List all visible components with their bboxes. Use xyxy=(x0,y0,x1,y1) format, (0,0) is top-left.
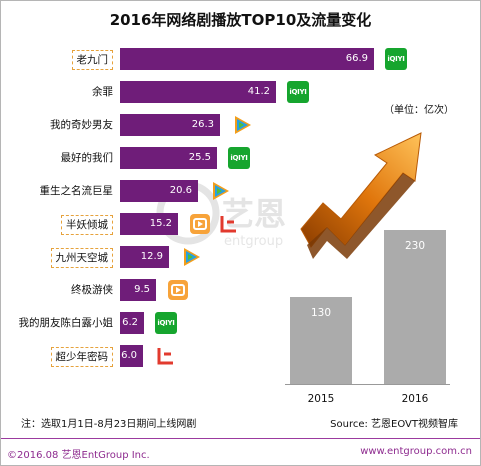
iqiyi-logo-icon: iQIYI xyxy=(228,147,250,169)
bar xyxy=(120,147,217,169)
bar xyxy=(120,246,169,268)
year-bar-value-label: 130 xyxy=(310,307,332,319)
year-bar xyxy=(290,297,352,384)
tencent-video-logo-icon xyxy=(231,114,253,136)
bar-value-label: 25.5 xyxy=(188,152,211,163)
iqiyi-logo-icon: iQIYI xyxy=(155,312,177,334)
category-label: 九州天空城 xyxy=(50,248,113,268)
year-bar-value-label: 230 xyxy=(404,240,426,252)
unit-label: （单位：亿次） xyxy=(384,105,454,116)
bar-value-label: 9.5 xyxy=(134,284,150,295)
category-label: 我的奇妙男友 xyxy=(50,119,113,131)
bar xyxy=(120,48,374,70)
category-label: 余罪 xyxy=(92,86,113,98)
youku-logo-icon xyxy=(189,213,211,235)
bar-value-label: 6.2 xyxy=(122,317,138,328)
bar-value-label: 20.6 xyxy=(169,185,192,196)
letv-logo-icon xyxy=(217,213,239,235)
source-text: Source: 艺恩EOVT视频智库 xyxy=(330,419,458,430)
iqiyi-logo-icon: iQIYI xyxy=(287,81,309,103)
footnote: 注：选取1月1日-8月23日期间上线网剧 xyxy=(21,419,197,430)
category-label: 老九门 xyxy=(71,50,113,70)
iqiyi-logo-icon: iQIYI xyxy=(385,48,407,70)
rising-arrow-icon xyxy=(300,132,422,259)
year-bar xyxy=(384,230,446,384)
bar xyxy=(120,114,220,136)
bar-value-label: 12.9 xyxy=(140,251,163,262)
category-label: 超少年密码 xyxy=(50,347,113,367)
website-link[interactable]: www.entgroup.com.cn xyxy=(360,446,472,457)
year-tick-label: 2015 xyxy=(307,393,335,405)
bar-value-label: 6.0 xyxy=(121,350,137,361)
youku-logo-icon xyxy=(167,279,189,301)
bar xyxy=(120,345,143,367)
tencent-video-logo-icon xyxy=(209,180,231,202)
bar-value-label: 41.2 xyxy=(247,86,270,97)
bar-value-label: 15.2 xyxy=(149,218,172,229)
category-label: 终极游侠 xyxy=(71,284,113,296)
category-label: 半妖倾城 xyxy=(61,215,113,235)
category-label: 重生之名流巨星 xyxy=(39,185,114,197)
chart-title: 2016年网络剧播放TOP10及流量变化 xyxy=(109,11,372,29)
bar xyxy=(120,312,144,334)
letv-logo-icon xyxy=(154,345,176,367)
year-tick-label: 2016 xyxy=(401,393,429,405)
bar xyxy=(120,279,156,301)
axis-baseline xyxy=(285,384,450,385)
bar-value-label: 26.3 xyxy=(191,119,214,130)
bar-value-label: 66.9 xyxy=(345,53,368,64)
bar xyxy=(120,81,276,103)
category-label: 最好的我们 xyxy=(60,152,114,164)
bar xyxy=(120,180,198,202)
watermark-subtext: entgroup xyxy=(224,234,283,249)
footer-divider xyxy=(1,438,480,439)
bar xyxy=(120,213,178,235)
copyright-text: ©2016.08 艺恩EntGroup Inc. xyxy=(7,450,150,461)
watermark-text: 艺恩 xyxy=(222,195,286,233)
category-label: 我的朋友陈白露小姐 xyxy=(18,317,114,329)
tencent-video-logo-icon xyxy=(180,246,202,268)
